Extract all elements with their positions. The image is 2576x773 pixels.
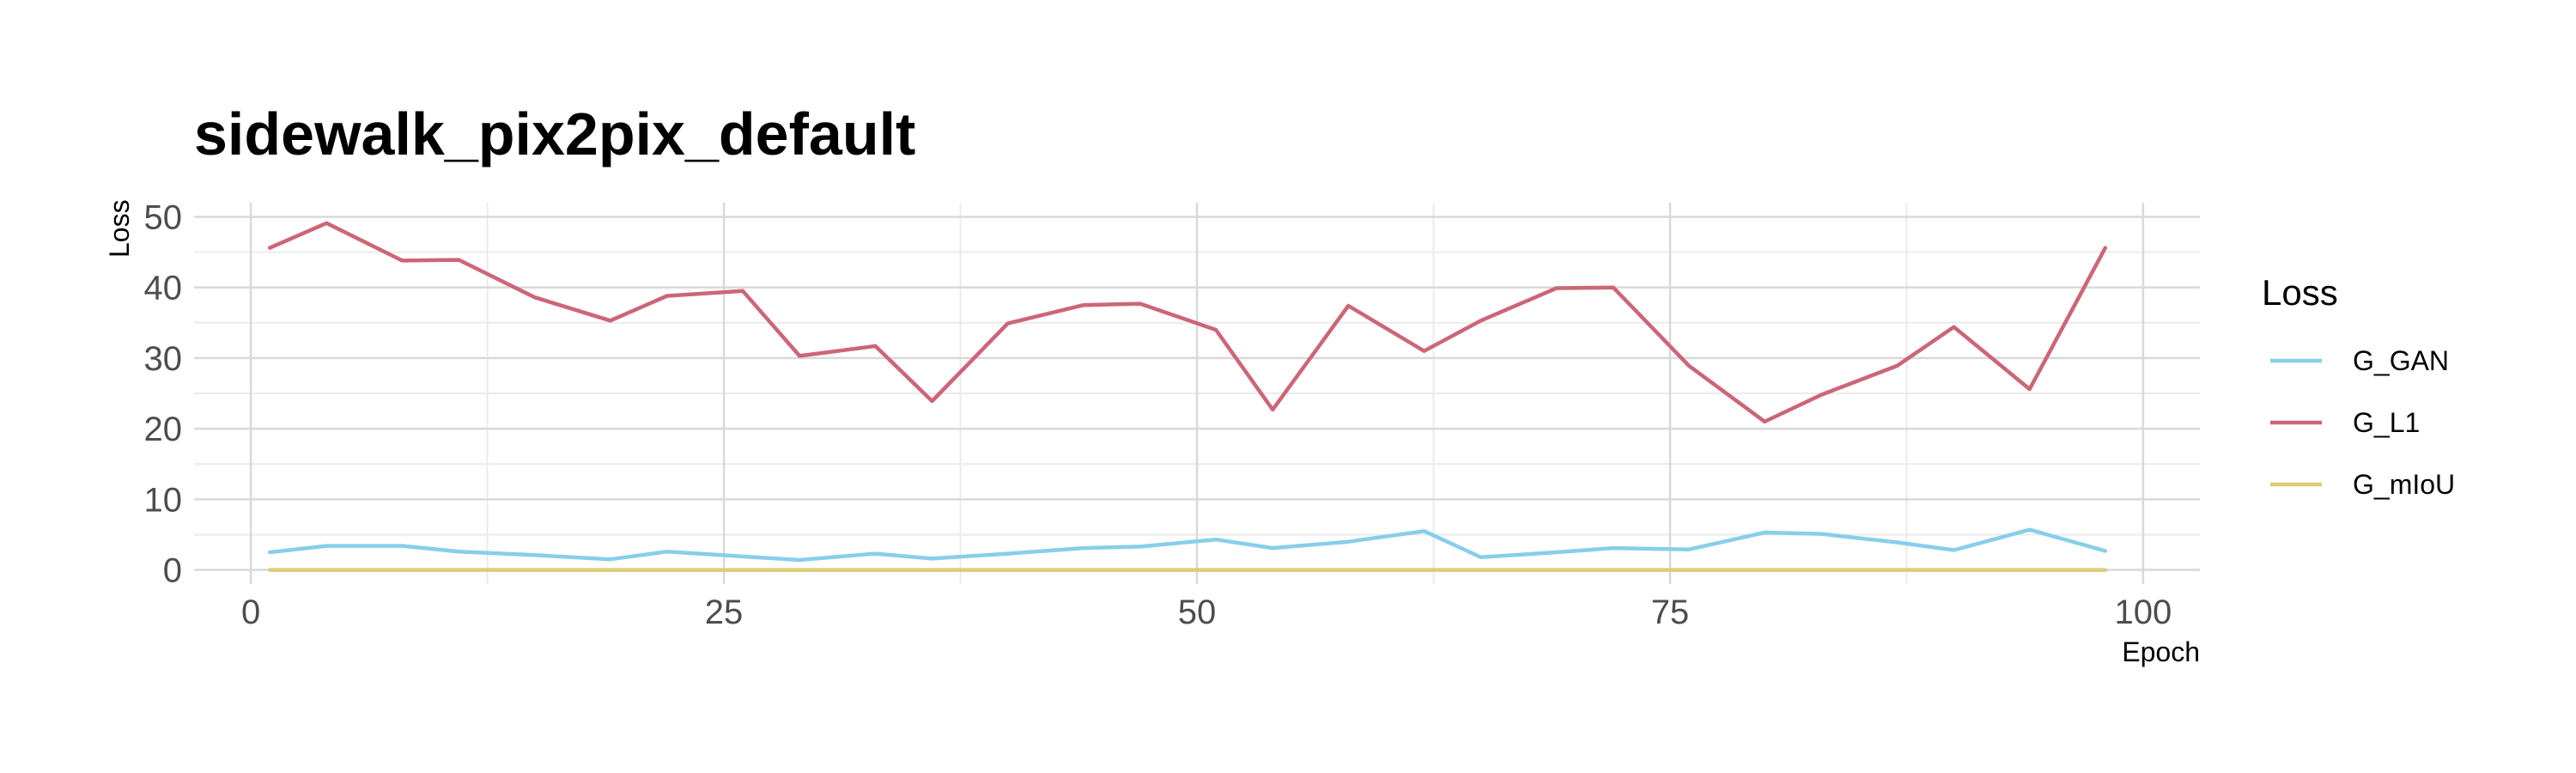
series-line-G_GAN (267, 527, 2108, 563)
legend-title: Loss (2262, 272, 2338, 313)
y-tick-label: 20 (144, 411, 183, 448)
series-line-G_L1 (267, 221, 2108, 424)
y-tick-labels: 0 10 20 30 40 50 (144, 198, 183, 589)
y-tick-label: 50 (144, 198, 183, 236)
x-tick-label: 50 (1178, 593, 1217, 631)
x-tick-labels: 0 25 50 75 100 (241, 593, 2172, 631)
x-tick-label: 0 (241, 593, 260, 631)
series-lines (267, 221, 2108, 572)
x-tick-label: 100 (2115, 593, 2172, 631)
legend-label-G_mIoU: G_mIoU (2353, 469, 2455, 500)
x-tick-label: 25 (705, 593, 744, 631)
y-tick-label: 40 (144, 270, 183, 307)
y-tick-label: 10 (144, 481, 183, 519)
grid-lines (194, 203, 2200, 584)
legend: Loss G_GAN G_L1 G_mIoU (2262, 272, 2455, 500)
x-tick-label: 75 (1651, 593, 1690, 631)
legend-label-G_GAN: G_GAN (2353, 345, 2449, 376)
y-tick-label: 30 (144, 340, 183, 378)
x-axis-title: Epoch (2122, 636, 2200, 667)
y-axis-title: Loss (104, 199, 135, 258)
y-tick-label: 0 (163, 552, 182, 590)
chart-title: sidewalk_pix2pix_default (194, 100, 915, 167)
legend-label-G_L1: G_L1 (2353, 407, 2420, 438)
